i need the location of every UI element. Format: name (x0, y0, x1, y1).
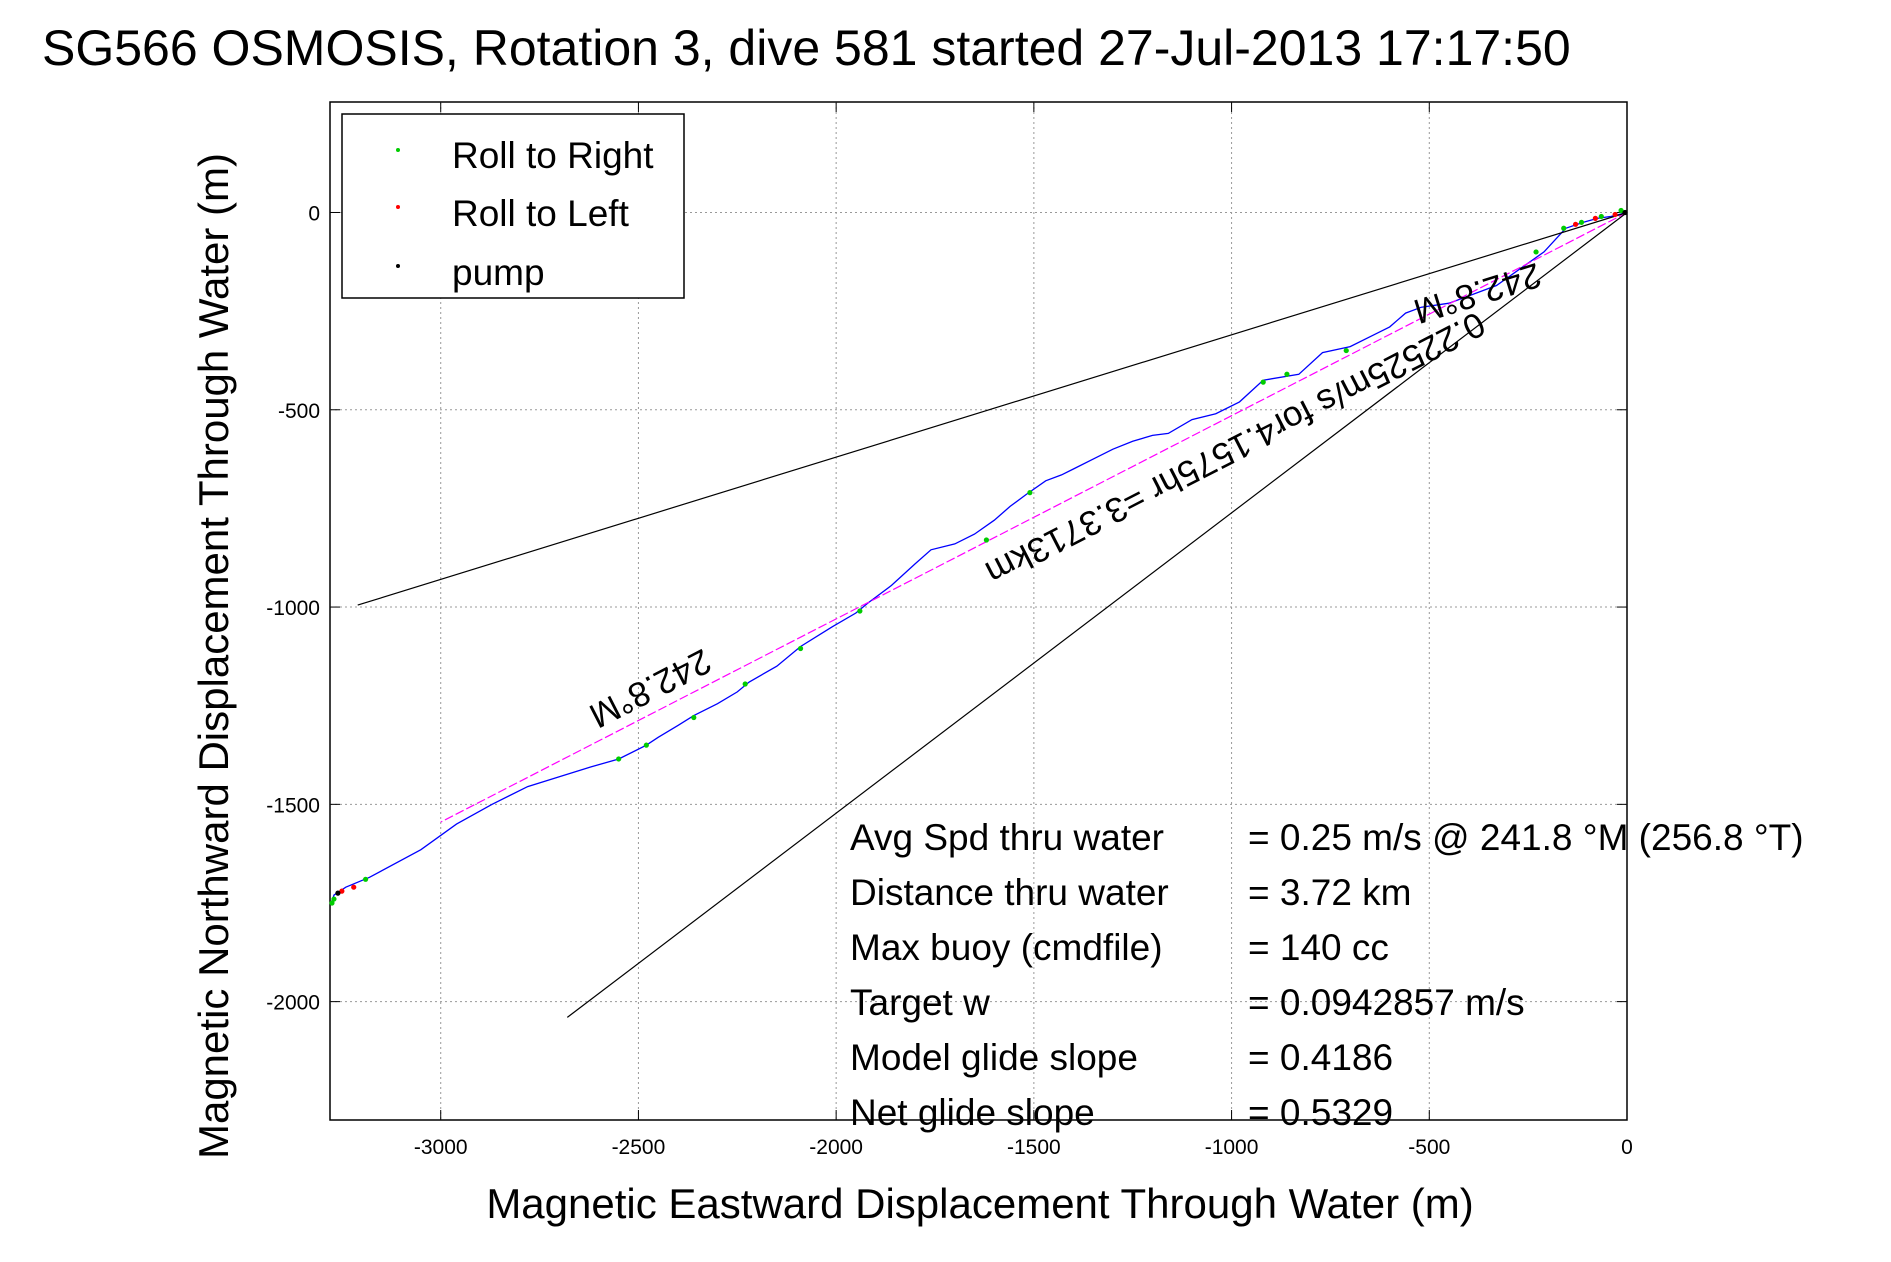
roll-to-right-marker (1561, 225, 1567, 231)
roll-to-left-marker (1572, 221, 1579, 227)
dive-statistics: Avg Spd thru water = 0.25 m/s @ 241.8 °M… (850, 817, 1804, 1133)
x-axis-ticks: -3000 -2500 -2000 -1500 -1000 -500 0 (414, 102, 1633, 1159)
y-tick-label: -500 (278, 400, 320, 423)
track-line (331, 211, 1628, 902)
y-tick-label: 0 (308, 202, 320, 225)
envelope-line (566, 212, 1628, 1018)
roll-to-right-marker (331, 896, 337, 902)
roll-to-right-marker (1260, 379, 1266, 385)
legend-marker-pump (396, 264, 400, 268)
roll-to-left-marker (339, 888, 345, 894)
stat-value-max-buoy: = 140 cc (1248, 927, 1389, 968)
x-tick-label: -3000 (414, 1136, 468, 1159)
roll-to-right-marker (857, 608, 863, 614)
stat-value-distance: = 3.72 km (1248, 872, 1412, 913)
roll-to-right-marker (983, 537, 990, 543)
x-tick-label: -1500 (1007, 1136, 1061, 1159)
y-axis-label: Magnetic Northward Displacement Through … (190, 153, 237, 1159)
x-tick-label: -2000 (809, 1136, 863, 1159)
stat-value-net-glide: = 0.5329 (1248, 1092, 1393, 1133)
series-lines (331, 211, 1628, 1018)
roll-to-right-marker (1284, 371, 1290, 377)
y-tick-label: -2000 (266, 992, 320, 1015)
stat-value-target-w: = 0.0942857 m/s (1248, 982, 1525, 1023)
legend-label-pump: pump (452, 252, 545, 293)
roll-to-right-marker (1533, 249, 1539, 255)
legend-marker-roll-right (396, 148, 400, 152)
stat-label-max-buoy: Max buoy (cmdfile) (850, 927, 1163, 968)
stat-label-net-glide: Net glide slope (850, 1092, 1095, 1133)
pump-marker (335, 890, 341, 896)
roll-to-right-marker (362, 876, 369, 882)
roll-to-left-marker (1592, 215, 1598, 221)
legend-label-roll-right: Roll to Right (452, 135, 654, 176)
pump-marker (1622, 209, 1628, 216)
roll-to-right-marker (742, 681, 748, 687)
stat-label-target-w: Target w (850, 982, 990, 1023)
roll-to-right-marker (643, 742, 649, 748)
stat-label-distance: Distance thru water (850, 872, 1169, 913)
x-tick-label: 0 (1621, 1136, 1633, 1159)
roll-to-right-marker (1598, 213, 1604, 220)
y-tick-label: -1000 (266, 597, 320, 620)
stat-value-avg-speed: = 0.25 m/s @ 241.8 °M (256.8 °T) (1248, 817, 1804, 858)
x-tick-label: -500 (1408, 1136, 1450, 1159)
roll-to-right-marker (1027, 490, 1033, 496)
x-tick-label: -2500 (612, 1136, 666, 1159)
stat-label-model-glide: Model glide slope (850, 1037, 1138, 1078)
stat-label-avg-speed: Avg Spd thru water (850, 817, 1164, 858)
average-course-line (440, 211, 1628, 823)
roll-to-right-marker (797, 645, 804, 652)
y-tick-label: -1500 (266, 794, 320, 817)
legend-label-roll-left: Roll to Left (452, 193, 630, 234)
roll-to-right-marker (1618, 207, 1624, 214)
marker-points (329, 207, 1628, 906)
chart-title: SG566 OSMOSIS, Rotation 3, dive 581 star… (42, 20, 1571, 76)
roll-to-right-marker (1343, 347, 1349, 354)
roll-to-left-marker (1612, 211, 1618, 218)
roll-to-right-marker (329, 900, 335, 906)
x-axis-label: Magnetic Eastward Displacement Through W… (486, 1180, 1473, 1227)
legend: Roll to Right Roll to Left pump (341, 113, 685, 299)
roll-to-right-marker (1578, 219, 1585, 225)
stat-value-model-glide: = 0.4186 (1248, 1037, 1393, 1078)
roll-to-right-marker (691, 714, 697, 721)
x-tick-label: -1000 (1205, 1136, 1259, 1159)
roll-to-right-marker (616, 756, 622, 762)
legend-marker-roll-left (396, 205, 400, 209)
envelope-line (357, 211, 1628, 606)
roll-to-left-marker (351, 884, 357, 890)
y-axis-ticks: 0 -500 -1000 -1500 -2000 (266, 202, 1627, 1015)
